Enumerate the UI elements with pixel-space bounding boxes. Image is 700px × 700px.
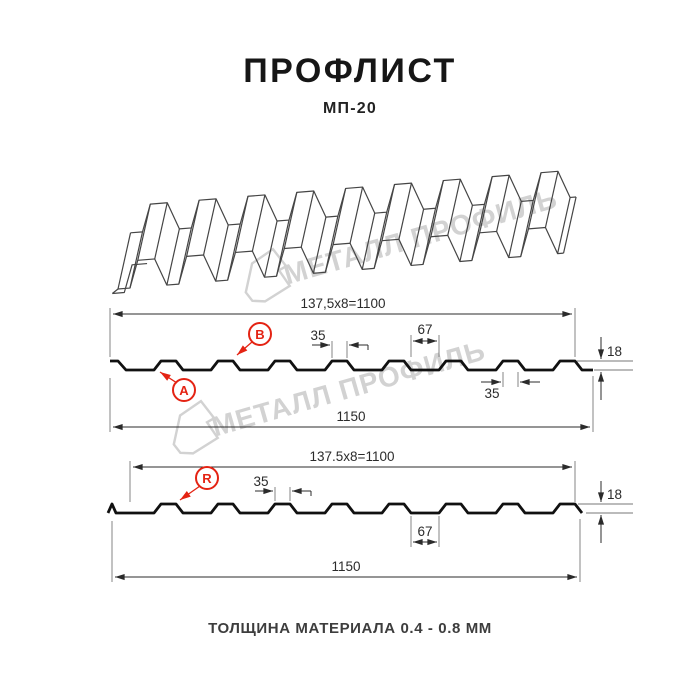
sheet-right-end-edge (562, 196, 577, 254)
dim-working-width (129, 461, 576, 502)
dim-rib-bottom (481, 372, 540, 387)
section-bottom: 137.5x8=1100 35 67 (106, 449, 633, 582)
svg-text:А: А (179, 383, 189, 398)
brand-logo-watermark-icon (172, 399, 220, 455)
dim-rib-top-value: 35 (310, 328, 325, 343)
dim-rib-top (255, 487, 312, 501)
sheet-back-edge (130, 170, 577, 234)
material-thickness-note: ТОЛЩИНА МАТЕРИАЛА 0.4 - 0.8 ММ (208, 620, 492, 637)
dim-rib-top (312, 341, 369, 358)
dim-working-width-value: 137.5x8=1100 (310, 449, 395, 464)
brand-logo-watermark-icon (244, 247, 292, 303)
dim-valley (410, 516, 440, 547)
face-label-r: R (179, 466, 219, 501)
dim-valley (410, 335, 440, 357)
dim-overall-width-value: 1150 (336, 409, 365, 424)
brand-watermark-lower: МЕТАЛЛ ПРОФИЛЬ (172, 335, 489, 455)
dim-working-width (109, 308, 576, 357)
dim-overall-width (109, 376, 594, 432)
dim-valley-value: 67 (417, 524, 432, 539)
sheet-left-cut-corner (111, 288, 119, 294)
dim-overall-width-value: 1150 (331, 559, 360, 574)
dim-height-value: 18 (607, 487, 622, 502)
brand-watermark-text: МЕТАЛЛ ПРОФИЛЬ (280, 183, 561, 291)
brand-watermark-text: МЕТАЛЛ ПРОФИЛЬ (208, 335, 489, 443)
dim-height (577, 337, 633, 400)
sheet-left-cut-edge (112, 262, 148, 295)
sheet-3d-view (111, 169, 577, 295)
dim-rib-bottom-value: 35 (484, 386, 499, 401)
profile-outline (110, 359, 593, 372)
dim-rib-top-value: 35 (253, 474, 268, 489)
face-label-b: В (236, 322, 272, 356)
svg-text:В: В (255, 327, 264, 342)
dim-height (578, 481, 633, 543)
dim-valley-value: 67 (417, 322, 432, 337)
face-label-a: А (159, 371, 196, 402)
page-title: ПРОФЛИСТ (243, 52, 457, 90)
profile-model-subtitle: МП-20 (323, 100, 377, 117)
profile-outline (106, 502, 584, 515)
svg-text:R: R (202, 471, 212, 486)
section-top: 137,5x8=1100 35 67 (109, 296, 633, 432)
dim-working-width-value: 137,5x8=1100 (301, 296, 386, 311)
sheet-left-end-edge (117, 232, 132, 290)
dim-overall-width (111, 519, 581, 582)
sheet-front-edge (117, 226, 564, 290)
dim-height-value: 18 (607, 344, 622, 359)
